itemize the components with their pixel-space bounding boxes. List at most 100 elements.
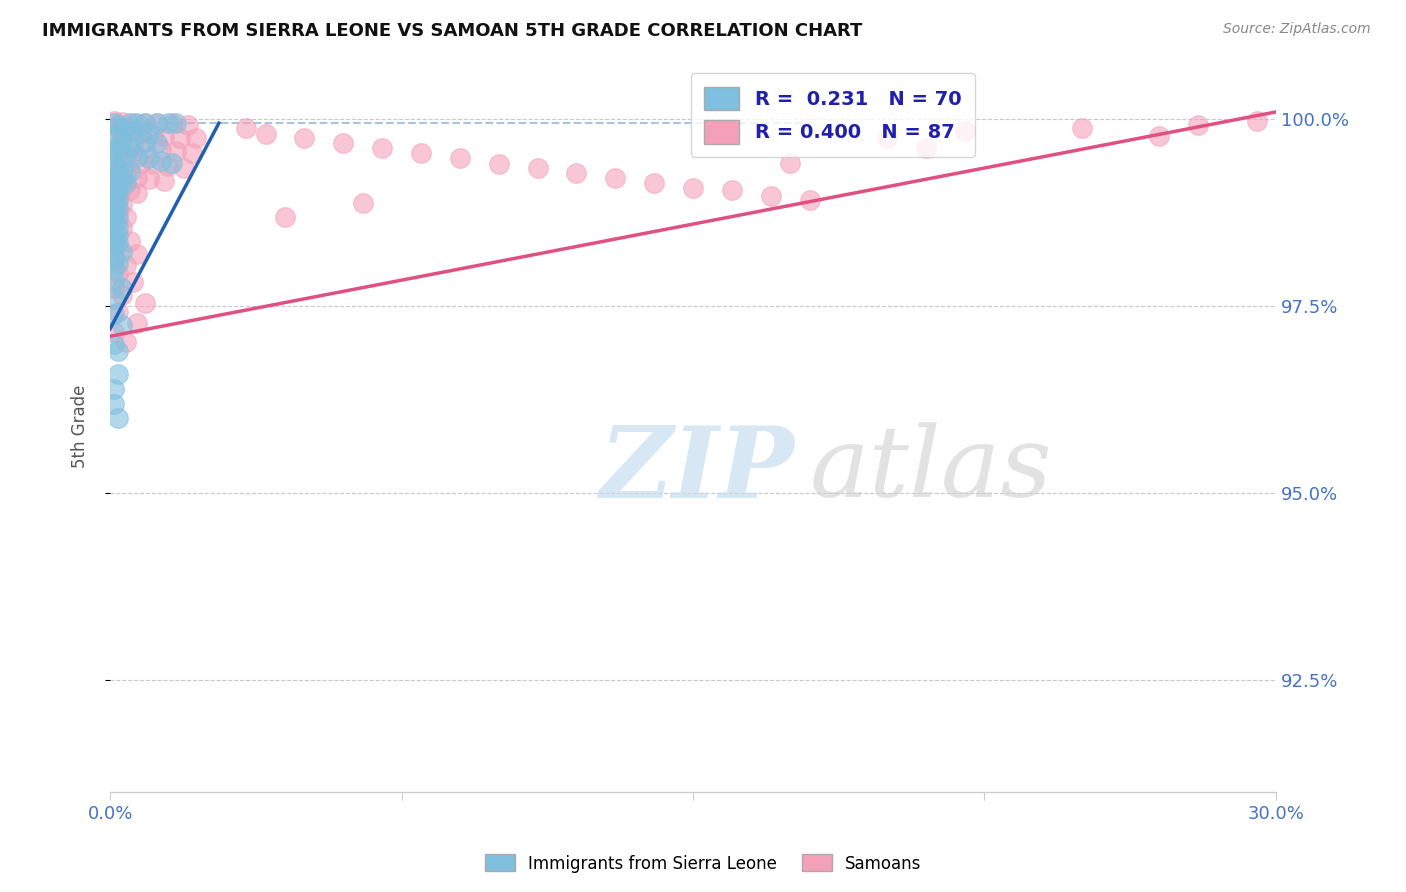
Point [103, 198, 125, 212]
Point [103, 144, 125, 158]
Point [103, 241, 125, 255]
Point [107, 211, 129, 226]
Text: ZIP: ZIP [600, 422, 794, 518]
Point [107, 256, 129, 270]
Point [122, 276, 145, 290]
Point [332, 136, 354, 151]
Point [103, 116, 125, 130]
Y-axis label: 5th Grade: 5th Grade [72, 384, 89, 467]
Point [138, 172, 160, 186]
Point [292, 131, 315, 145]
Text: IMMIGRANTS FROM SIERRA LEONE VS SAMOAN 5TH GRADE CORRELATION CHART: IMMIGRANTS FROM SIERRA LEONE VS SAMOAN 5… [42, 22, 862, 40]
Point [103, 159, 125, 173]
Point [103, 228, 125, 243]
Point [103, 262, 125, 277]
Point [153, 174, 176, 188]
Point [107, 161, 129, 175]
Point [107, 266, 129, 280]
Point [103, 208, 125, 222]
Point [134, 116, 156, 130]
Point [103, 178, 125, 193]
Point [254, 128, 277, 142]
Point [103, 206, 125, 220]
Point [409, 146, 432, 161]
Point [103, 219, 125, 233]
Point [107, 206, 129, 220]
Point [107, 138, 129, 153]
Point [153, 128, 176, 143]
Point [107, 191, 129, 205]
Point [111, 121, 134, 136]
Point [953, 123, 976, 137]
Point [169, 131, 191, 145]
Point [122, 138, 145, 153]
Point [127, 150, 149, 164]
Point [103, 307, 125, 321]
Point [114, 335, 136, 350]
Point [103, 165, 125, 179]
Point [107, 186, 129, 200]
Point [1149, 128, 1171, 143]
Point [157, 116, 180, 130]
Point [103, 396, 125, 410]
Point [127, 247, 149, 261]
Point [127, 170, 149, 185]
Point [565, 166, 588, 180]
Point [107, 239, 129, 253]
Point [107, 179, 129, 194]
Point [111, 245, 134, 260]
Point [449, 151, 471, 165]
Point [149, 153, 172, 168]
Point [111, 174, 134, 188]
Point [779, 155, 801, 169]
Point [111, 115, 134, 129]
Point [107, 121, 129, 136]
Point [103, 196, 125, 211]
Point [103, 196, 125, 211]
Point [103, 216, 125, 230]
Point [184, 131, 207, 145]
Point [114, 258, 136, 272]
Point [103, 225, 125, 239]
Point [129, 155, 152, 169]
Point [142, 128, 165, 142]
Point [111, 163, 134, 178]
Point [103, 179, 125, 194]
Point [103, 273, 125, 287]
Point [103, 203, 125, 218]
Point [103, 183, 125, 197]
Point [111, 151, 134, 165]
Point [107, 305, 129, 319]
Point [118, 183, 141, 197]
Point [111, 318, 134, 332]
Point [111, 198, 134, 212]
Point [118, 141, 141, 155]
Legend: R =  0.231   N = 70, R = 0.400   N = 87: R = 0.231 N = 70, R = 0.400 N = 87 [690, 73, 976, 157]
Point [107, 220, 129, 235]
Point [103, 202, 125, 216]
Point [157, 159, 180, 173]
Point [107, 146, 129, 161]
Point [142, 157, 165, 171]
Point [173, 161, 195, 175]
Point [103, 150, 125, 164]
Point [103, 114, 125, 128]
Point [103, 280, 125, 294]
Point [118, 165, 141, 179]
Point [165, 116, 187, 130]
Point [122, 133, 145, 147]
Point [107, 166, 129, 180]
Point [111, 280, 134, 294]
Point [1070, 121, 1092, 136]
Point [103, 191, 125, 205]
Point [114, 148, 136, 162]
Point [682, 181, 704, 195]
Text: atlas: atlas [810, 422, 1052, 517]
Point [122, 123, 145, 137]
Point [111, 131, 134, 145]
Point [103, 169, 125, 183]
Point [605, 170, 627, 185]
Legend: Immigrants from Sierra Leone, Samoans: Immigrants from Sierra Leone, Samoans [478, 847, 928, 880]
Point [274, 210, 297, 224]
Point [134, 116, 156, 130]
